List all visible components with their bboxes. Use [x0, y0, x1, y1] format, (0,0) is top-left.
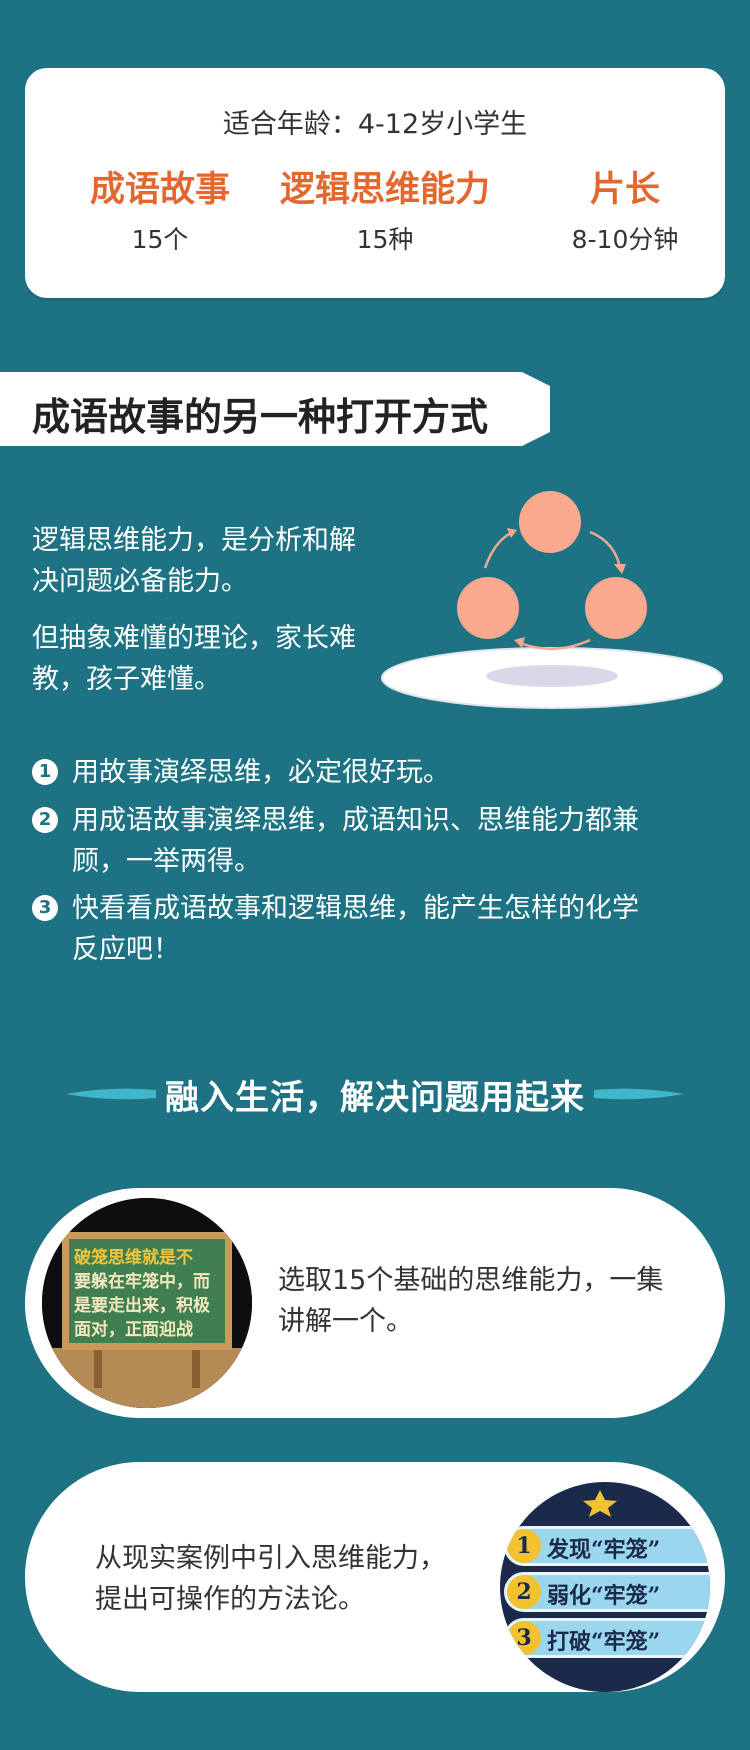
stat-label: 逻辑思维能力 [279, 170, 490, 210]
card-text: 从现实案例中引入思维能力，提出可操作的方法论。 [95, 1543, 446, 1615]
list-item-text: 用成语故事演绎思维，成语知识、思维能力都兼顾，一举两得。 [72, 805, 639, 877]
menu-thumbnail: 1 发现“牢笼” 2 弱化“牢笼” 3 打破“牢笼” [500, 1482, 710, 1692]
card-text: 选取15个基础的思维能力，一集讲解一个。 [278, 1265, 664, 1337]
list-item-text: 快看看成语故事和逻辑思维，能产生怎样的化学反应吧！ [72, 893, 639, 965]
stat-length: 片长 8-10分钟 [515, 173, 735, 256]
cycle-illustration [381, 491, 723, 709]
cycle-circle-right [585, 577, 647, 639]
board-line: 要躲在牢笼中，而 [74, 1272, 210, 1292]
cycle-circle-left [457, 577, 519, 639]
list-item: 1 用故事演绎思维，必定很好玩。 [32, 752, 662, 793]
title-decoration-left [66, 1088, 156, 1100]
stat-value: 8-10分钟 [571, 225, 679, 254]
list-item: 3 快看看成语故事和逻辑思维，能产生怎样的化学反应吧！ [32, 888, 652, 970]
number-badge: 1 [32, 759, 58, 785]
stat-label: 片长 [589, 170, 660, 210]
menu-row: 3 打破“牢笼” [504, 1618, 710, 1658]
intro-paragraph: 但抽象难懂的理论，家长难教，孩子难懂。 [32, 623, 356, 695]
summary-card: 适合年龄：4-12岁小学生 成语故事 15个 逻辑思维能力 15种 片长 8-1… [25, 68, 725, 298]
number-badge: 3 [32, 895, 58, 921]
stat-label: 成语故事 [89, 170, 230, 210]
board-line: 面对，正面迎战 [74, 1320, 193, 1340]
star-icon [583, 1490, 617, 1517]
section-banner [0, 372, 550, 446]
stat-idioms: 成语故事 15个 [50, 173, 270, 256]
list-item: 2 用成语故事演绎思维，成语知识、思维能力都兼顾，一举两得。 [32, 800, 652, 882]
stat-value: 15种 [356, 225, 414, 254]
chalkboard-thumbnail: 破笼思维就是不 要躲在牢笼中，而 是要走出来，积极 面对，正面迎战 [42, 1198, 252, 1408]
intro-paragraph: 逻辑思维能力，是分析和解决问题必备能力。 [32, 525, 356, 597]
board-line: 破笼思维就是不 [74, 1248, 193, 1268]
cycle-circle-top [519, 491, 581, 553]
title-decoration-right [594, 1088, 684, 1100]
age-text: 适合年龄：4-12岁小学生 [222, 109, 528, 140]
list-item-text: 用故事演绎思维，必定很好玩。 [72, 757, 450, 788]
board-line: 是要走出来，积极 [74, 1296, 210, 1316]
menu-row: 2 弱化“牢笼” [504, 1572, 710, 1612]
menu-row: 1 发现“牢笼” [504, 1526, 710, 1566]
stat-logic: 逻辑思维能力 15种 [265, 173, 505, 256]
section-title: 成语故事的另一种打开方式 [32, 395, 489, 439]
number-badge: 2 [32, 807, 58, 833]
stat-value: 15个 [131, 225, 189, 254]
section2-title: 融入生活，解决问题用起来 [165, 1078, 585, 1118]
